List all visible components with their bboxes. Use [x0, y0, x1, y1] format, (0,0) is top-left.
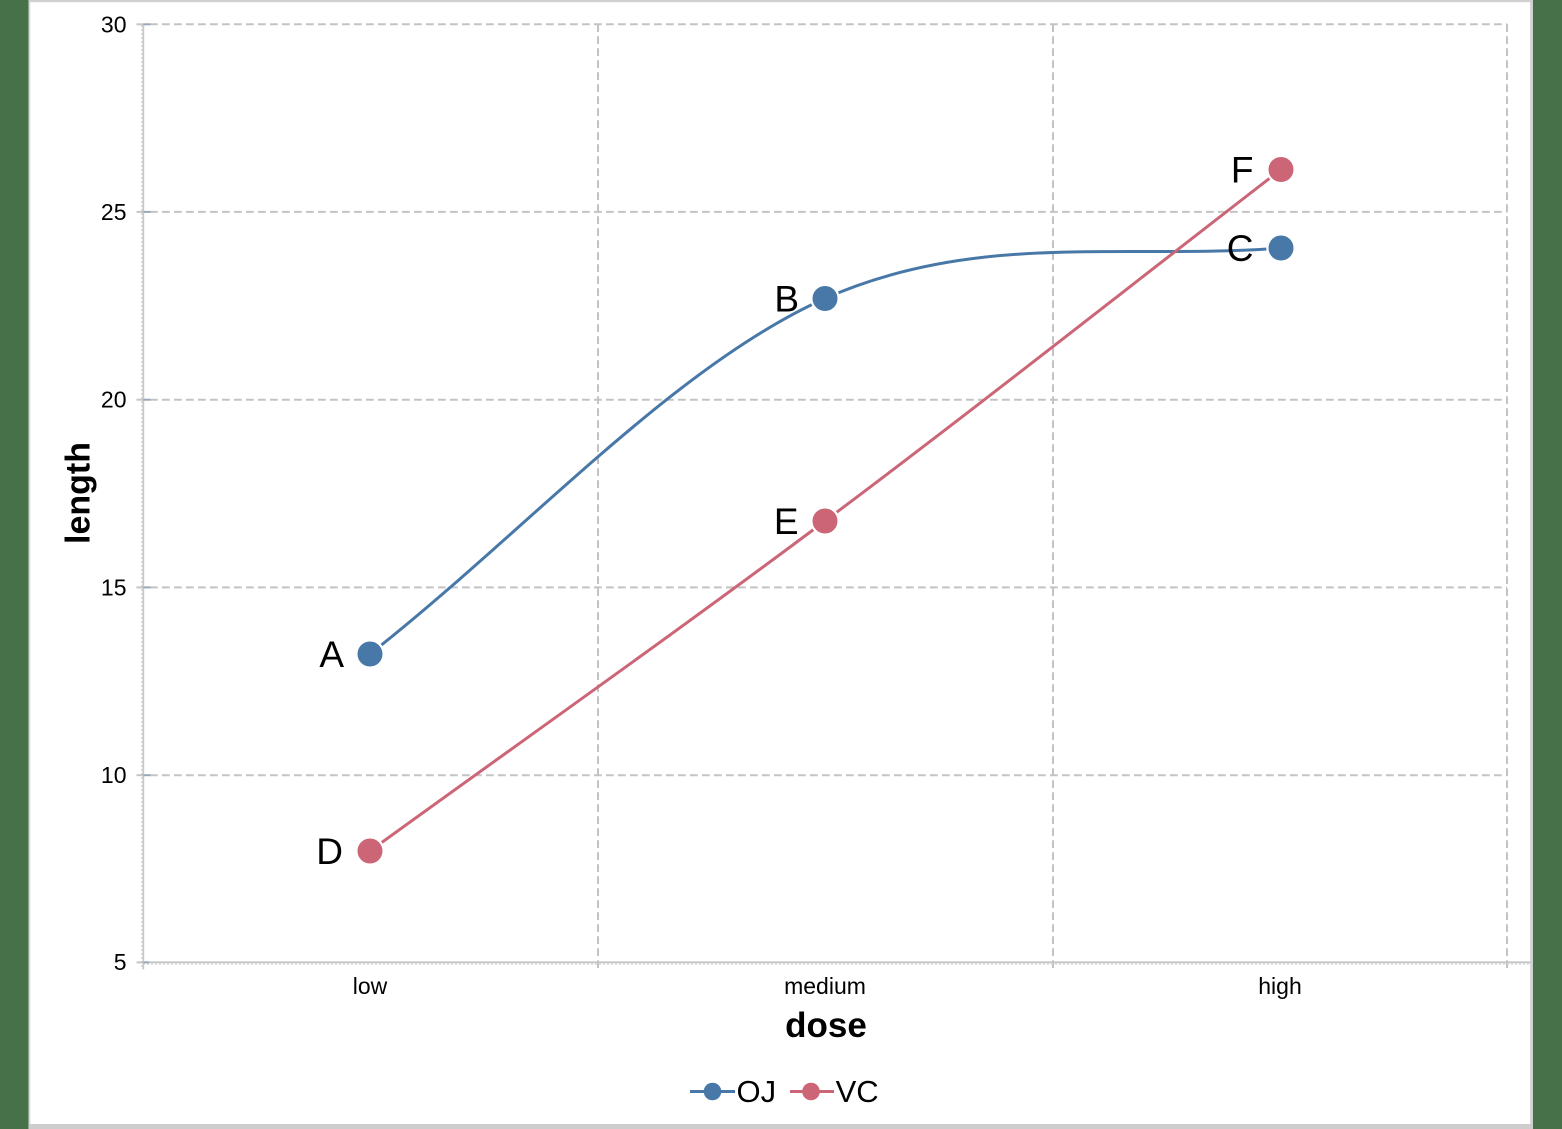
- svg-text:F: F: [1231, 150, 1254, 191]
- svg-text:A: A: [319, 634, 344, 675]
- svg-text:medium: medium: [784, 973, 866, 999]
- svg-text:C: C: [1227, 228, 1254, 269]
- svg-text:E: E: [774, 501, 799, 542]
- svg-text:10: 10: [101, 762, 127, 788]
- svg-text:20: 20: [101, 387, 127, 413]
- svg-text:D: D: [316, 831, 343, 872]
- svg-text:30: 30: [101, 11, 127, 37]
- svg-text:OJ: OJ: [737, 1074, 777, 1109]
- svg-text:dose: dose: [785, 1006, 867, 1045]
- svg-text:VC: VC: [836, 1074, 879, 1109]
- svg-text:high: high: [1258, 973, 1301, 999]
- svg-text:length: length: [60, 442, 98, 544]
- svg-text:15: 15: [101, 574, 127, 600]
- svg-text:25: 25: [101, 199, 127, 225]
- svg-text:B: B: [774, 279, 799, 320]
- svg-text:5: 5: [114, 949, 127, 975]
- svg-text:low: low: [353, 973, 388, 999]
